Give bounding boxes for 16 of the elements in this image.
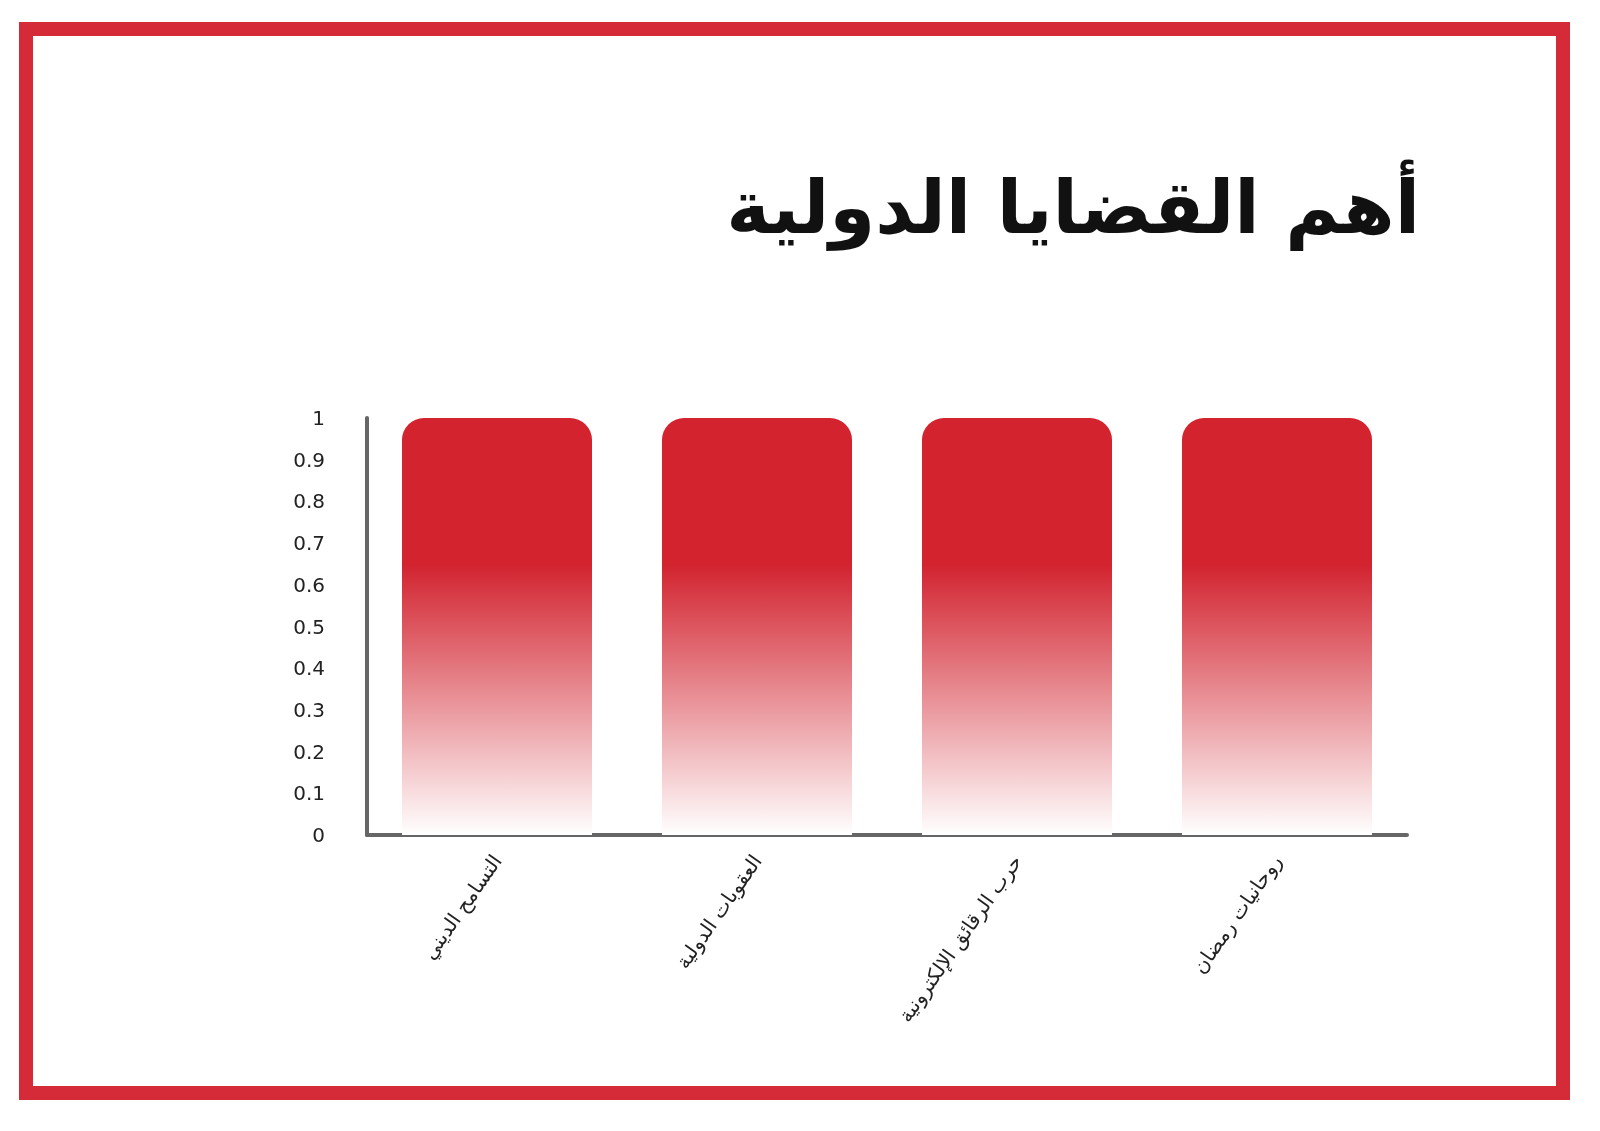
y-tick-label: 0.9 (293, 447, 325, 472)
y-tick-label: 0.1 (293, 781, 325, 806)
x-tick-label: التسامح الديني (417, 850, 508, 965)
y-tick-label: 0 (312, 823, 325, 847)
y-tick-label: 0.4 (293, 656, 325, 681)
x-tick-label: حرب الرقائق الإلكترونية (893, 850, 1027, 1027)
y-tick-label: 0.5 (293, 614, 325, 639)
chart-title: أهم القضايا الدولية (726, 159, 1421, 252)
y-tick-label: 0.2 (293, 739, 325, 764)
y-tick-label: 1 (312, 406, 325, 430)
y-tick-label: 0.8 (293, 489, 325, 514)
x-tick-label: روحانيات رمضان (1187, 850, 1287, 978)
y-tick-label: 0.7 (293, 531, 325, 556)
x-tick-label: العقوبات الدولية (670, 850, 767, 974)
y-tick-label: 0.6 (293, 572, 325, 597)
y-tick-label: 0.3 (293, 697, 325, 722)
